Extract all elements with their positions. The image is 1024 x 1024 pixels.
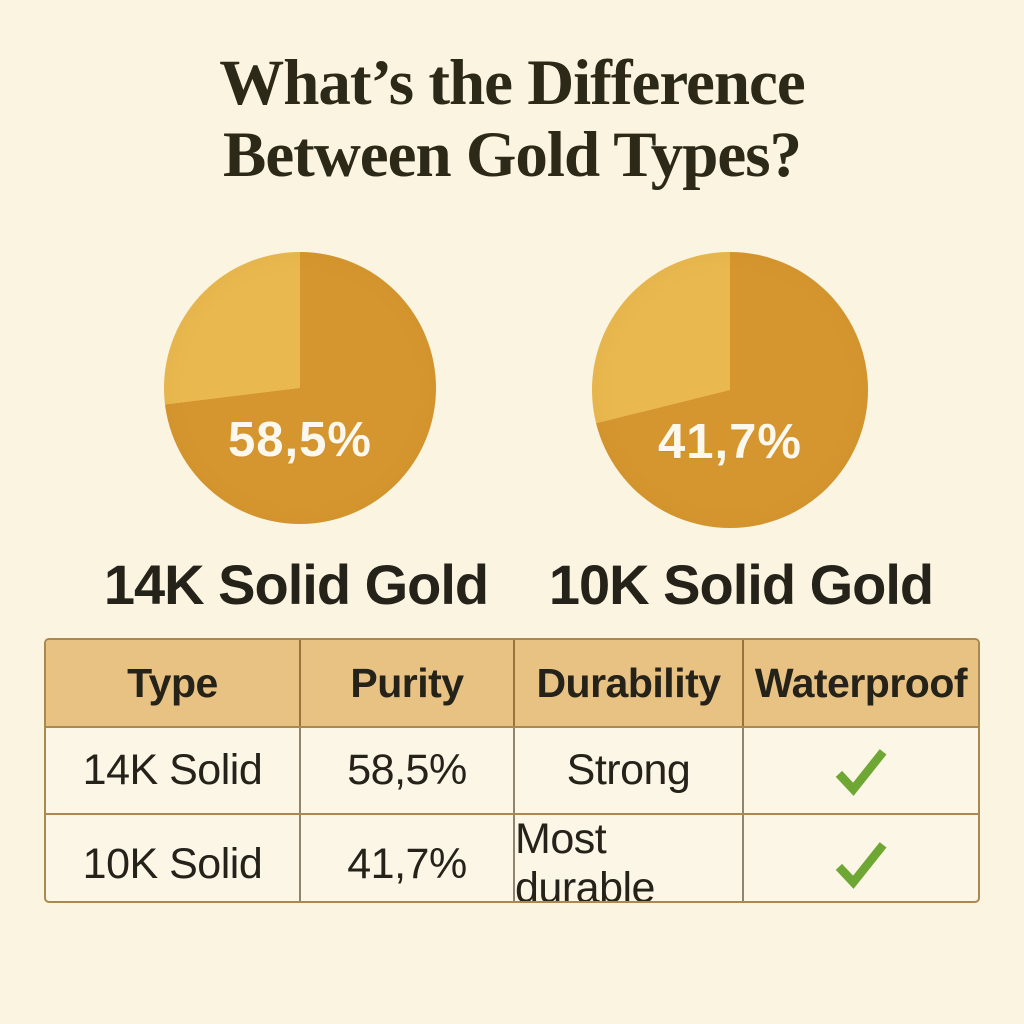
cell-type-10k: 10K Solid	[82, 839, 263, 888]
pie-value-label-10k: 41,7%	[658, 415, 802, 470]
checkmark-icon	[835, 748, 887, 796]
pie-caption-14k: 14K Solid Gold	[103, 553, 489, 616]
column-header-durability: Durability	[513, 640, 742, 726]
cell-type-14k: 14K Solid	[82, 746, 263, 794]
table-row: 14K Solid 58,5% Strong	[46, 726, 978, 813]
pie-caption-10k: 10K Solid Gold	[548, 553, 934, 616]
column-header-purity: Purity	[298, 640, 513, 726]
cell-waterproof-14k	[742, 728, 978, 813]
cell-purity-10k: 41,7%	[298, 815, 513, 901]
cell-waterproof-10k	[742, 815, 978, 901]
checkmark-icon	[835, 842, 887, 889]
cell-durability-14k: Strong	[513, 728, 742, 813]
cell-purity-14k: 58,5%	[298, 728, 513, 813]
table-header-row: Type Purity Durability Waterproof	[46, 640, 978, 726]
pie-chart-14k-solid-gold: 58,5%	[164, 252, 436, 524]
column-header-waterproof: Waterproof	[742, 640, 978, 726]
column-header-type: Type	[127, 659, 218, 706]
page-title-line-2: Between Gold Types?	[222, 118, 802, 191]
page-title: What’s the Difference Between Gold Types…	[0, 47, 1024, 191]
pie-chart-10k-solid-gold: 41,7%	[592, 252, 868, 528]
table-row: 10K Solid 41,7% Most durable	[46, 813, 978, 901]
pie-value-label-14k: 58,5%	[228, 412, 372, 467]
cell-durability-10k: Most durable	[513, 815, 742, 901]
comparison-table: Type Purity Durability Waterproof 14K So…	[44, 638, 980, 903]
page-title-line-1: What’s the Difference	[219, 47, 806, 119]
